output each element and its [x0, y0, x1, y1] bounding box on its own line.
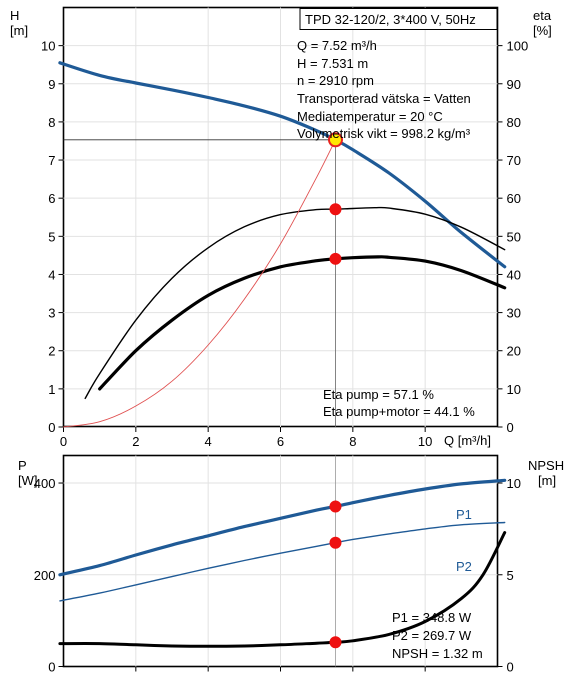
right-tick-label: 80 — [507, 115, 521, 130]
duty-point-marker — [329, 500, 342, 513]
bottom-left-axis-unit: [W] — [18, 473, 38, 488]
bottom-tick-labels: 0 200 400 0 5 10 — [34, 476, 521, 674]
info-line: Volymetrisk vikt = 998.2 kg/m³ — [297, 126, 471, 141]
power-info: P1 = 348.8 W P2 = 269.7 W NPSH = 1.32 m — [392, 610, 483, 661]
info-line: n = 2910 rpm — [297, 73, 374, 88]
bottom-left-axis-title: P — [18, 458, 27, 473]
eta-pump-curve — [84, 206, 506, 400]
bottom-right-axis-title: NPSH — [528, 458, 564, 473]
p2-series-label: P2 — [456, 559, 472, 574]
operating-info: Q = 7.52 m³/h H = 7.531 m n = 2910 rpm T… — [297, 38, 471, 141]
left-tick-label: 8 — [48, 115, 55, 130]
left-tick-label: 0 — [48, 420, 55, 435]
info-line: P2 = 269.7 W — [392, 628, 472, 643]
right-tick-label: 10 — [507, 476, 521, 491]
info-line: Transporterad vätska = Vatten — [297, 91, 471, 106]
left-tick-label: 9 — [48, 77, 55, 92]
x-tick-label: 6 — [277, 434, 284, 449]
left-tick-label: 200 — [34, 568, 56, 583]
left-tick-label: 2 — [48, 344, 55, 359]
left-tick-label: 4 — [48, 267, 55, 282]
left-tick-label: 7 — [48, 153, 55, 168]
right-tick-label: 20 — [507, 344, 521, 359]
right-tick-label: 50 — [507, 229, 521, 244]
x-tick-label: 0 — [60, 434, 67, 449]
bottom-right-axis-unit: [m] — [538, 473, 556, 488]
bottom-markers — [329, 500, 342, 649]
top-x-axis-label: Q [m³/h] — [444, 433, 491, 448]
right-tick-label: 90 — [507, 77, 521, 92]
duty-point-marker — [329, 636, 342, 649]
p1-series-label: P1 — [456, 507, 472, 522]
model-title: TPD 32-120/2, 3*400 V, 50Hz — [305, 12, 476, 27]
eta-pump-motor-curve — [98, 255, 507, 391]
model-title-box — [299, 8, 498, 30]
bottom-curves — [58, 455, 507, 667]
x-tick-label: 8 — [349, 434, 356, 449]
x-tick-label: 2 — [132, 434, 139, 449]
left-tick-label: 400 — [34, 476, 56, 491]
left-tick-label: 10 — [41, 39, 55, 54]
p2-curve — [59, 521, 506, 602]
info-line: H = 7.531 m — [297, 56, 368, 71]
top-right-axis-title: eta — [533, 8, 552, 23]
right-tick-label: 30 — [507, 306, 521, 321]
left-tick-label: 0 — [48, 660, 55, 675]
left-tick-label: 6 — [48, 191, 55, 206]
top-left-axis-title: H — [10, 8, 19, 23]
eta-pump-motor-label: Eta pump+motor = 44.1 % — [323, 404, 475, 419]
top-left-axis-unit: [m] — [10, 23, 28, 38]
right-tick-label: 10 — [507, 382, 521, 397]
p1-curve — [58, 478, 507, 577]
duty-point-marker — [329, 252, 342, 265]
duty-point-marker — [329, 536, 342, 549]
left-tick-label: 3 — [48, 306, 55, 321]
info-line: Mediatemperatur = 20 °C — [297, 109, 443, 124]
eta-pump-label: Eta pump = 57.1 % — [323, 387, 434, 402]
operating-point-marker — [327, 132, 343, 148]
right-tick-label: 5 — [507, 568, 514, 583]
npsh-curve — [58, 531, 507, 648]
top-curves — [58, 61, 507, 428]
right-tick-label: 0 — [507, 420, 514, 435]
info-line: P1 = 348.8 W — [392, 610, 472, 625]
right-tick-label: 70 — [507, 153, 521, 168]
info-line: Q = 7.52 m³/h — [297, 38, 377, 53]
system-curve-curve — [63, 139, 336, 428]
bottom-grid — [63, 455, 498, 667]
right-tick-label: 40 — [507, 267, 521, 282]
h-curve — [58, 61, 507, 269]
right-tick-label: 100 — [507, 39, 529, 54]
right-tick-label: 60 — [507, 191, 521, 206]
x-tick-label: 4 — [205, 434, 212, 449]
left-tick-label: 5 — [48, 229, 55, 244]
right-tick-label: 0 — [507, 660, 514, 675]
x-tick-label: 10 — [418, 434, 432, 449]
info-line: NPSH = 1.32 m — [392, 646, 483, 661]
left-tick-label: 1 — [48, 382, 55, 397]
top-markers — [327, 132, 343, 265]
top-right-axis-unit: [%] — [533, 23, 552, 38]
duty-point-marker — [329, 203, 342, 216]
